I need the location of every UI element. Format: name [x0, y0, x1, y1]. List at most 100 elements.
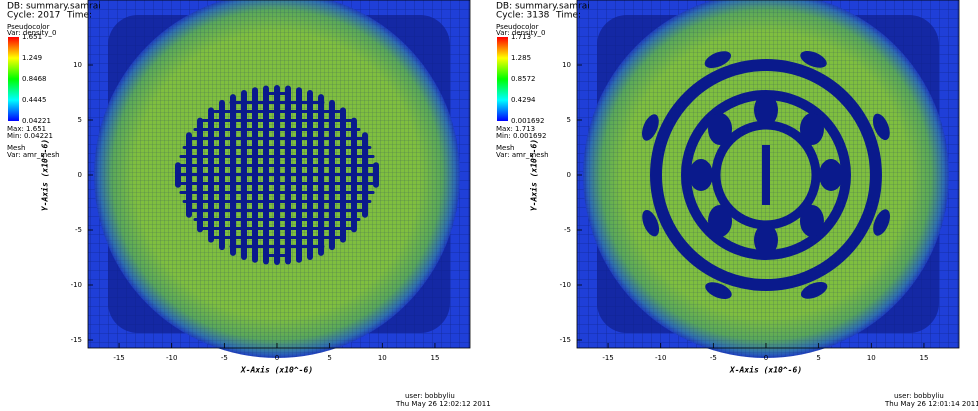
- legend-label: 0.04221: [22, 117, 51, 125]
- structure: [307, 90, 313, 260]
- x-tick-label: -5: [221, 354, 228, 362]
- structure: [762, 145, 770, 205]
- y-tick-label: 10: [562, 61, 571, 69]
- user-label: user: bobbyliu: [894, 392, 944, 400]
- structure: [705, 282, 732, 299]
- plot-type: Pseudocolor: [7, 23, 50, 31]
- color-bar: [8, 37, 19, 121]
- structure: [179, 191, 375, 194]
- structure: [708, 204, 733, 237]
- mesh-label: Mesh: [7, 144, 25, 152]
- y-tick-label: -5: [564, 226, 571, 234]
- legend-label: 1.651: [22, 33, 42, 41]
- mesh-var: Var: amr_mesh: [7, 151, 60, 159]
- mesh-label: Mesh: [496, 144, 514, 152]
- structure: [262, 254, 292, 257]
- legend-label: 0.8468: [22, 75, 47, 83]
- var-label: Var: density_0: [7, 29, 57, 37]
- x-tick-label: 15: [919, 354, 928, 362]
- db-label: DB: summary.samrai: [496, 2, 590, 12]
- y-tick-label: 10: [73, 61, 82, 69]
- structure: [799, 113, 824, 146]
- structure: [800, 281, 828, 299]
- plot-frame: [576, 0, 960, 349]
- y-tick-label: 0: [78, 171, 82, 179]
- structure: [799, 204, 824, 237]
- structure: [213, 236, 341, 239]
- y-tick-label: -15: [71, 336, 82, 344]
- time-label: Time:: [555, 11, 581, 21]
- time-label: Time:: [66, 11, 92, 21]
- structure: [318, 94, 324, 256]
- date-label: Thu May 26 12:02:12 2011: [395, 400, 491, 408]
- structure: [754, 224, 778, 256]
- y-axis-label: Y-Axis (x10^-6): [529, 139, 539, 211]
- structure: [229, 245, 325, 248]
- min-label: Min: 0.04221: [7, 132, 53, 140]
- legend-label: 1.285: [511, 54, 531, 62]
- x-tick-label: -5: [710, 354, 717, 362]
- legend-label: 0.4294: [511, 96, 536, 104]
- x-axis-label: X-Axis (x10^-6): [729, 365, 802, 375]
- x-tick-label: -15: [602, 354, 613, 362]
- structure: [187, 209, 367, 212]
- y-tick-label: 5: [567, 116, 571, 124]
- x-tick-label: -15: [113, 354, 124, 362]
- var-label: Var: density_0: [496, 29, 546, 37]
- x-tick-label: 15: [430, 354, 439, 362]
- date-label: Thu May 26 12:01:14 2011: [884, 400, 978, 408]
- y-tick-label: 0: [567, 171, 571, 179]
- cycle-label: Cycle: 2017: [7, 11, 60, 21]
- y-tick-label: -10: [560, 281, 571, 289]
- x-tick-label: 0: [764, 354, 768, 362]
- color-bar: [497, 37, 508, 121]
- user-label: user: bobbyliu: [405, 392, 455, 400]
- max-label: Max: 1.651: [7, 125, 46, 133]
- structure: [351, 117, 357, 233]
- plot-frame: [87, 0, 471, 349]
- structure: [650, 59, 882, 291]
- legend-label: 1.713: [511, 33, 531, 41]
- structure: [704, 51, 732, 69]
- panel: -15 -10 -5 0 5 10 15 -15 -10 -5 0 5 10 X-Axis (x10^-6…: [7, 0, 491, 408]
- y-tick-label: 5: [78, 116, 82, 124]
- y-axis-label: Y-Axis (x10^-6): [40, 139, 50, 211]
- y-tick-label: -5: [75, 226, 82, 234]
- x-tick-label: 10: [378, 354, 387, 362]
- structure: [201, 227, 353, 230]
- legend-label: 0.001692: [511, 117, 544, 125]
- structure: [800, 51, 827, 68]
- max-label: Max: 1.713: [496, 125, 535, 133]
- structure: [193, 218, 361, 221]
- structure: [373, 162, 379, 188]
- cycle-label: Cycle: 3138: [496, 11, 550, 21]
- db-label: DB: summary.samrai: [7, 2, 101, 12]
- y-tick-label: -10: [71, 281, 82, 289]
- structure: [819, 159, 843, 191]
- panel: -15 -10 -5 0 5 10 15 -15 -10 -5 0 5 10 X-Axis (x10^-6…: [496, 0, 978, 408]
- structure: [708, 113, 733, 146]
- x-tick-label: 5: [327, 354, 331, 362]
- structure: [182, 200, 372, 203]
- x-tick-label: 5: [816, 354, 820, 362]
- legend-label: 1.249: [22, 54, 42, 62]
- x-axis-label: X-Axis (x10^-6): [240, 365, 313, 375]
- structure: [642, 209, 660, 237]
- legend-label: 0.8572: [511, 75, 536, 83]
- plot-type: Pseudocolor: [496, 23, 539, 31]
- structure: [177, 173, 377, 176]
- x-tick-label: 10: [867, 354, 876, 362]
- structure: [754, 94, 778, 126]
- structure: [642, 114, 659, 141]
- x-tick-label: -10: [166, 354, 177, 362]
- structure: [177, 182, 377, 185]
- legend-label: 0.4445: [22, 96, 47, 104]
- x-tick-label: -10: [655, 354, 666, 362]
- structure: [873, 209, 890, 236]
- mesh-var: Var: amr_mesh: [496, 151, 549, 159]
- structure: [689, 159, 713, 191]
- min-label: Min: 0.001692: [496, 132, 546, 140]
- structure: [362, 132, 368, 218]
- structure: [340, 107, 346, 243]
